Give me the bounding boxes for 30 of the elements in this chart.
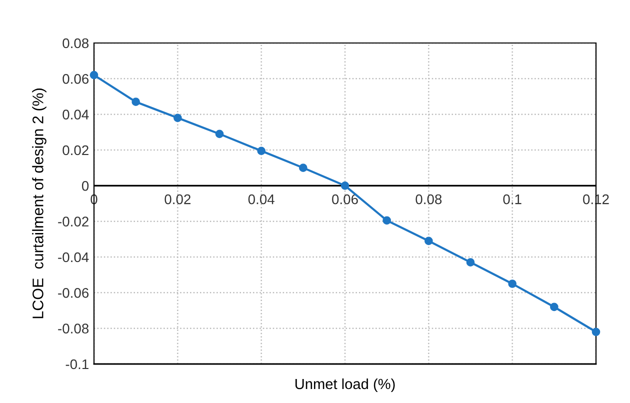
y-tick-label: 0 xyxy=(82,181,89,191)
y-tick-label: -0.02 xyxy=(58,216,88,227)
x-tick-label: 0.08 xyxy=(416,194,442,204)
y-tick-label: 0.06 xyxy=(62,74,89,84)
y-tick-label: 0.04 xyxy=(62,110,89,120)
point xyxy=(299,164,308,172)
y-tick-label: 0.02 xyxy=(62,145,88,156)
y-tick-label: -0.08 xyxy=(58,324,89,334)
point xyxy=(592,328,600,336)
point xyxy=(132,98,140,106)
point xyxy=(215,130,224,138)
point xyxy=(508,280,516,288)
point xyxy=(424,236,433,246)
x-tick-label: 0.1 xyxy=(503,194,522,204)
point xyxy=(174,114,182,122)
x-tick-label: 0.06 xyxy=(332,194,358,204)
y-tick-label: 0.08 xyxy=(62,38,89,48)
point xyxy=(466,258,475,267)
y-tick-label: -0.04 xyxy=(58,252,89,262)
point xyxy=(382,216,391,225)
y-tick-label: -0.06 xyxy=(58,288,89,298)
point xyxy=(550,302,558,312)
x-axis-title: Unmet load (%) xyxy=(295,378,395,392)
y-axis-title: LCOE curtailment of design 2 (%) xyxy=(32,88,46,318)
y-tick-label: -0.1 xyxy=(66,359,88,370)
x-tick-label: 0.02 xyxy=(164,194,190,204)
point xyxy=(340,182,350,190)
x-tick-label: 0.04 xyxy=(248,194,274,204)
point xyxy=(90,70,98,80)
point xyxy=(257,146,266,156)
